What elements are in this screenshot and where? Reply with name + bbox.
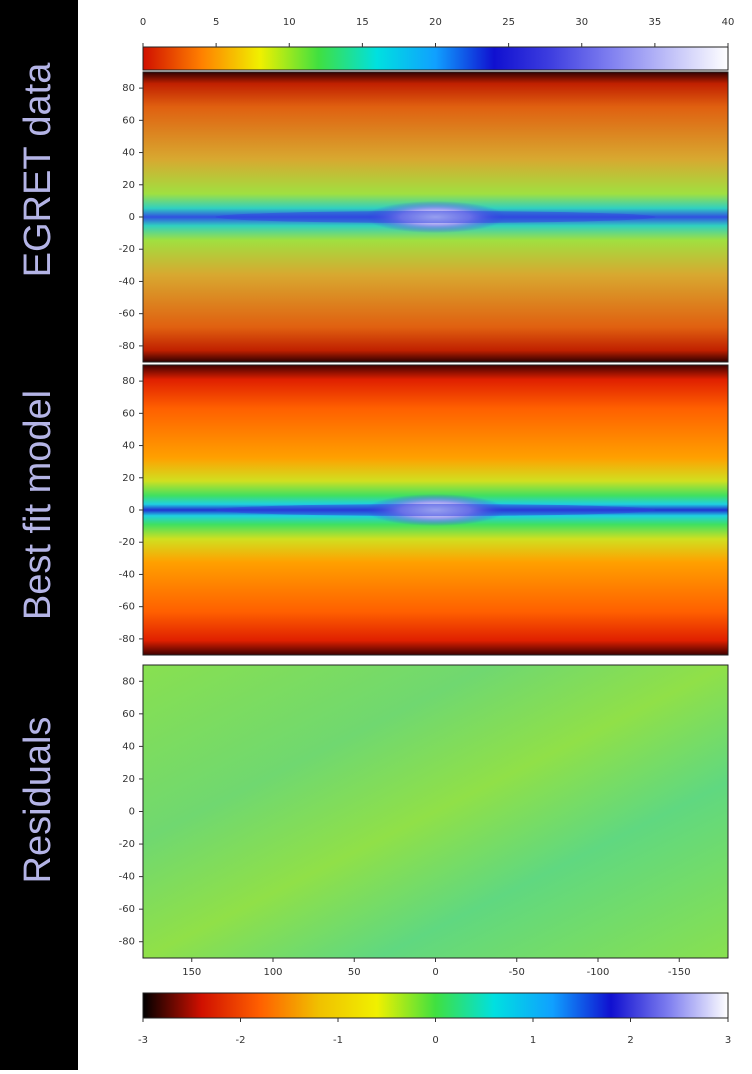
x-tick-label: -100 — [587, 967, 610, 978]
y-tick-label: -40 — [119, 276, 135, 287]
y-tick-label: 80 — [122, 83, 135, 94]
panel-title: Residuals — [17, 717, 59, 884]
plane-band — [215, 504, 656, 516]
x-tick-label: -150 — [668, 967, 691, 978]
y-tick-label: -60 — [119, 602, 135, 613]
tick-label: 25 — [502, 17, 515, 28]
y-tick-label: 60 — [122, 115, 135, 126]
tick-label: 40 — [722, 17, 735, 28]
plane-band — [215, 211, 656, 223]
x-tick-label: -50 — [509, 967, 525, 978]
colorbar — [142, 992, 729, 1019]
tick-label: -1 — [333, 1035, 343, 1046]
tick-label: 0 — [432, 1035, 438, 1046]
y-tick-label: 0 — [129, 505, 135, 516]
y-tick-label: -80 — [119, 937, 135, 948]
tick-label: 10 — [283, 17, 296, 28]
x-tick-label: 100 — [263, 967, 282, 978]
sky-map — [142, 664, 729, 959]
x-tick-label: 0 — [432, 967, 438, 978]
tick-label: 5 — [213, 17, 219, 28]
y-tick-label: 60 — [122, 709, 135, 720]
colorbar — [142, 46, 729, 71]
y-tick-label: 0 — [129, 807, 135, 818]
y-tick-label: 80 — [122, 376, 135, 387]
x-tick-label: 50 — [348, 967, 361, 978]
y-tick-label: 20 — [122, 774, 135, 785]
y-tick-label: -60 — [119, 309, 135, 320]
tick-label: 3 — [725, 1035, 731, 1046]
y-tick-label: 40 — [122, 148, 135, 159]
y-tick-label: 80 — [122, 676, 135, 687]
y-tick-label: -40 — [119, 872, 135, 883]
y-tick-label: 20 — [122, 473, 135, 484]
x-tick-label: 150 — [182, 967, 201, 978]
y-tick-label: -80 — [119, 634, 135, 645]
panel-title: Best fit model — [17, 390, 59, 620]
tick-label: 15 — [356, 17, 369, 28]
tick-label: 35 — [649, 17, 662, 28]
y-tick-label: -20 — [119, 839, 135, 850]
side-strip — [0, 0, 78, 1070]
tick-label: -2 — [236, 1035, 246, 1046]
y-tick-label: -20 — [119, 537, 135, 548]
y-tick-label: -20 — [119, 244, 135, 255]
y-tick-label: 40 — [122, 441, 135, 452]
y-tick-label: 20 — [122, 180, 135, 191]
y-tick-label: 40 — [122, 741, 135, 752]
y-tick-label: 0 — [129, 212, 135, 223]
tick-label: 1 — [530, 1035, 536, 1046]
y-tick-label: -60 — [119, 904, 135, 915]
tick-label: 30 — [575, 17, 588, 28]
y-tick-label: 60 — [122, 408, 135, 419]
tick-label: 20 — [429, 17, 442, 28]
tick-label: 0 — [140, 17, 146, 28]
tick-label: -3 — [138, 1035, 148, 1046]
y-tick-label: -80 — [119, 341, 135, 352]
tick-label: 2 — [627, 1035, 633, 1046]
y-tick-label: -40 — [119, 569, 135, 580]
panel-title: EGRET data — [17, 62, 59, 278]
